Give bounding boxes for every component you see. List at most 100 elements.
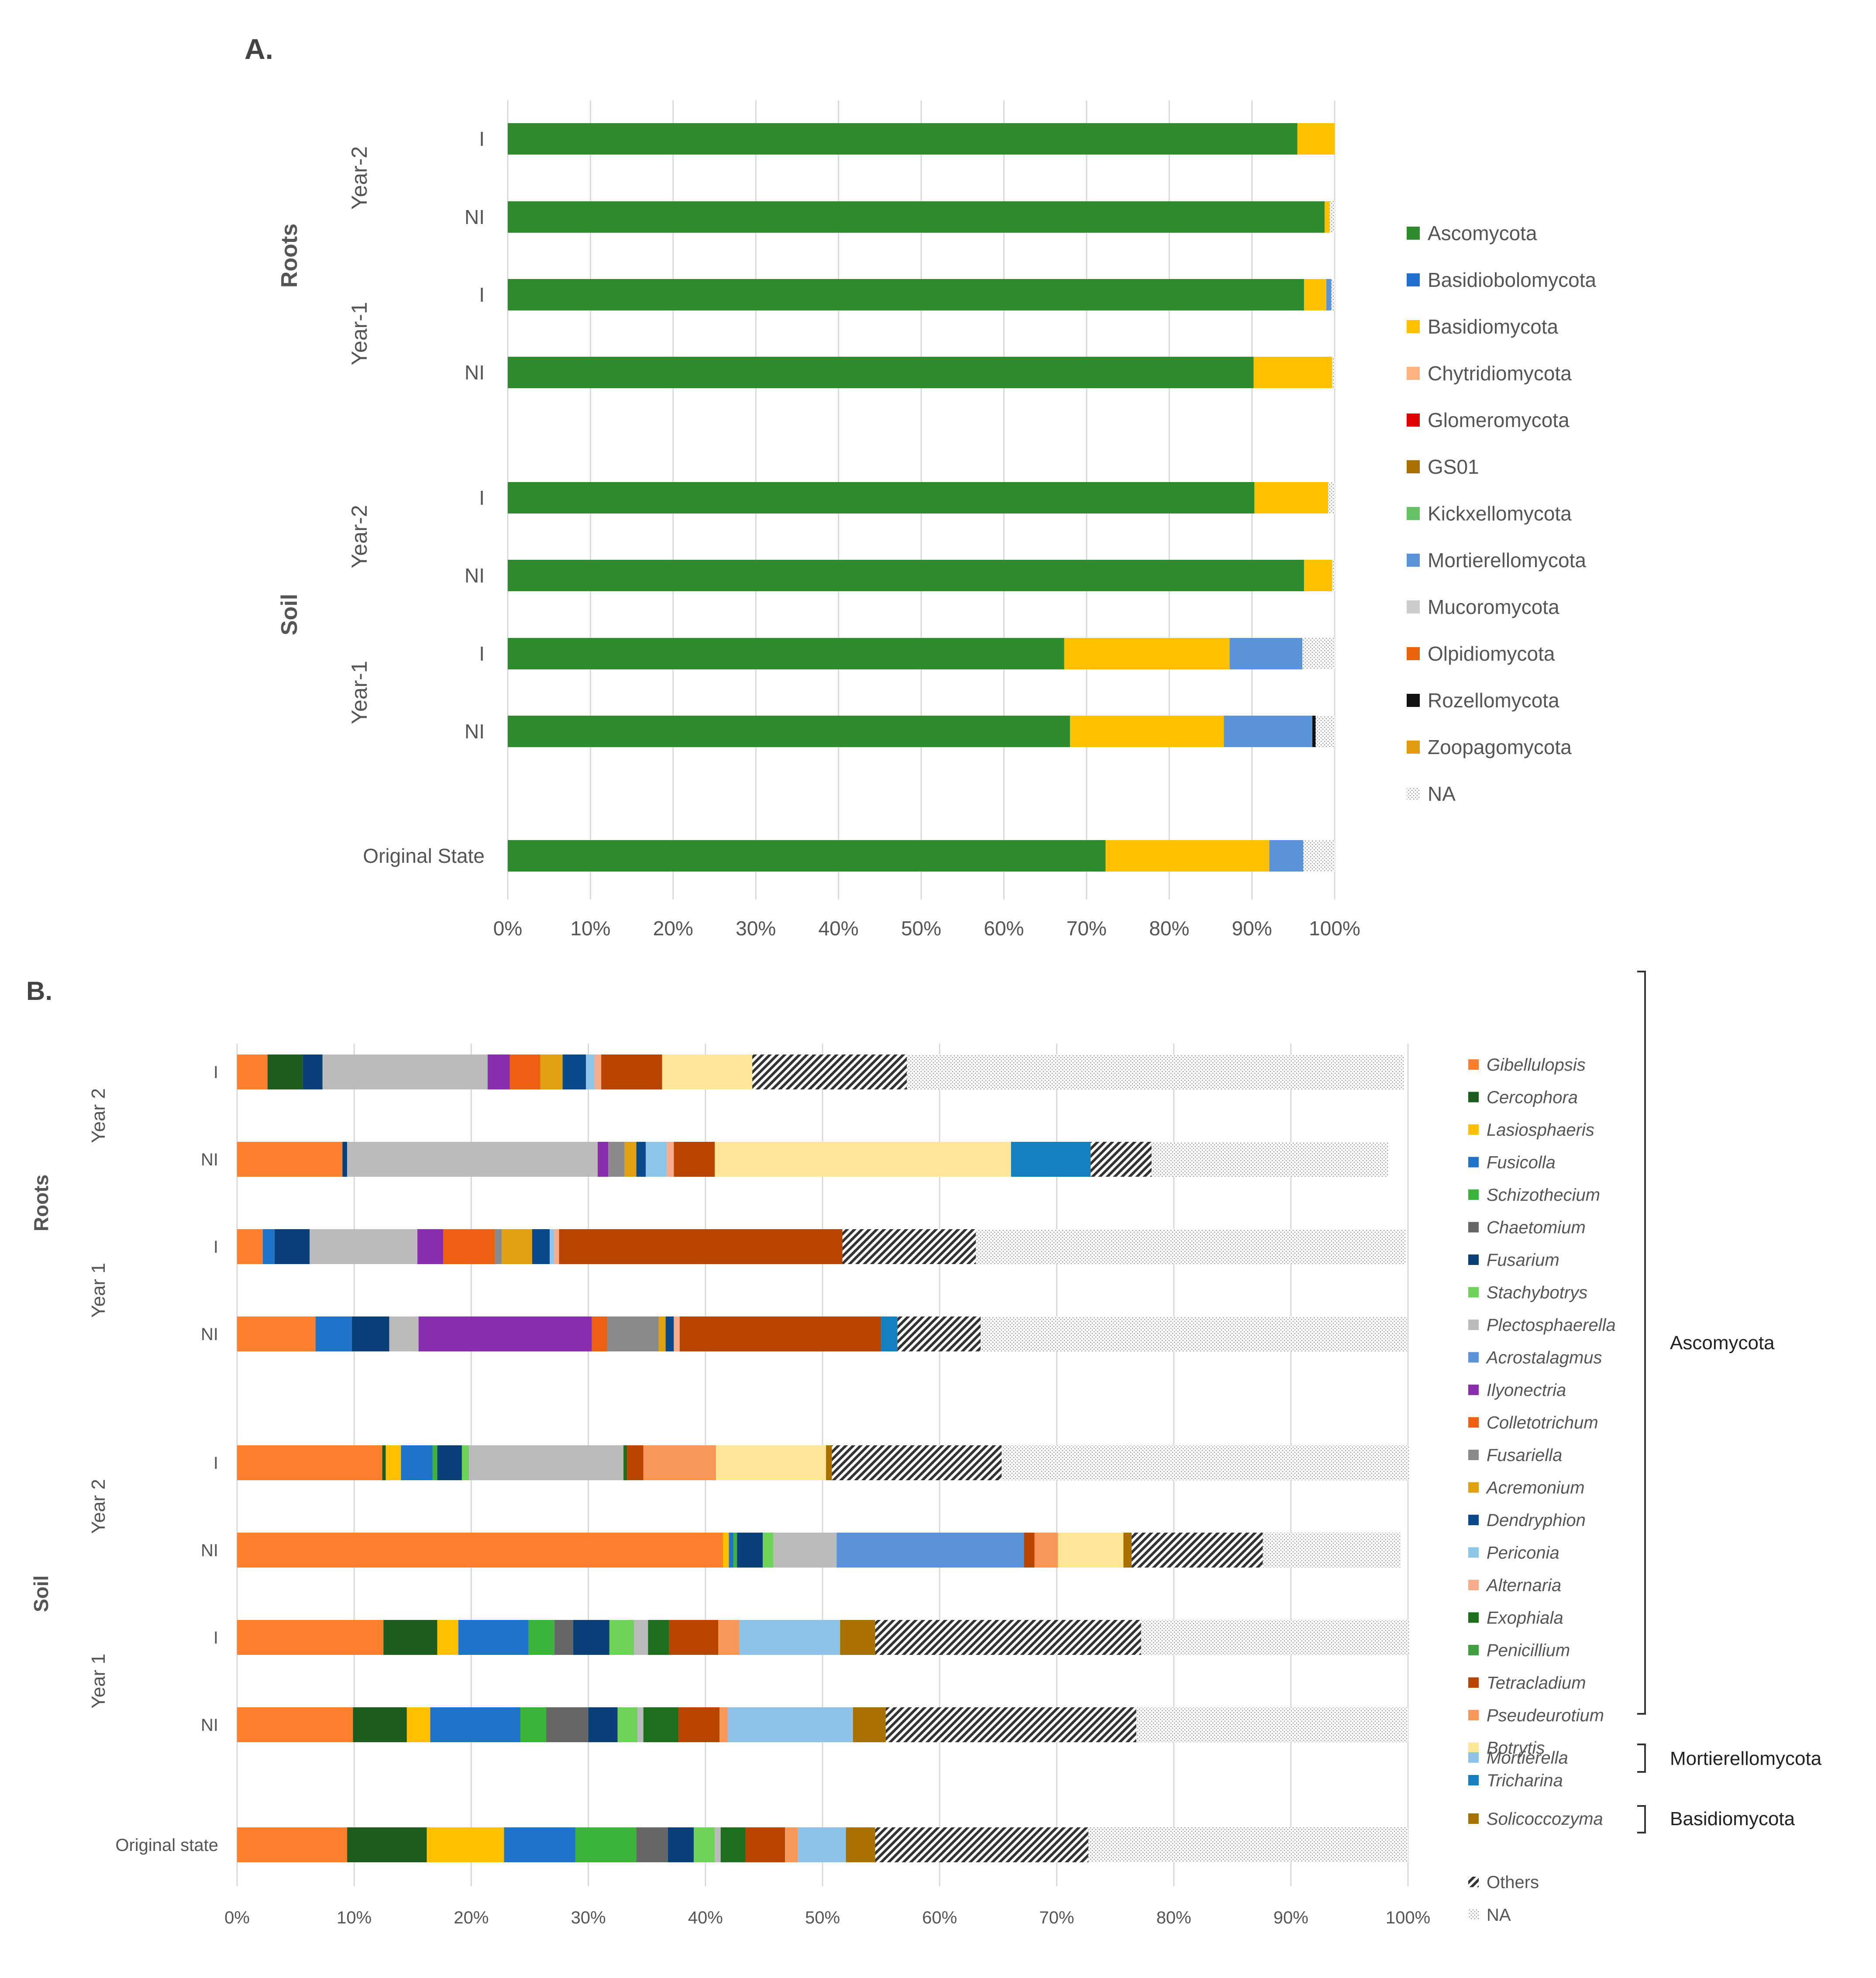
legend-label-na: NA [1487, 1906, 1511, 1925]
bar-segment-fusarium [588, 1707, 618, 1742]
x-tick-label: 0% [493, 917, 522, 940]
group-label: Roots [277, 224, 302, 288]
legend-swatch-alternaria [1468, 1580, 1479, 1590]
legend-swatch-basidiomycota [1407, 320, 1420, 333]
bar-segment-tricharina [1011, 1142, 1091, 1177]
bar-segment-cercophora [267, 1054, 303, 1089]
bar-segment-na [1328, 482, 1335, 513]
bar-segment-ilyonectria [418, 1316, 592, 1351]
phylum-bracket-label: Ascomycota [1670, 1332, 1775, 1354]
legend-swatch-rozellomycota [1407, 694, 1420, 707]
bar-segment-pseudeurotium [1034, 1533, 1058, 1568]
x-tick-label: 100% [1309, 917, 1360, 940]
bar-segment-mortierella [798, 1827, 846, 1862]
panel-a-bars [508, 123, 1335, 872]
panel-a-legend: Ascomycota Basidiobolomycota Basidiomycota… [1407, 222, 1597, 805]
row-label-i: I [213, 1063, 218, 1082]
bar-segment-solicoccozyma [840, 1620, 875, 1655]
bar-segment-gibellulopsis [237, 1316, 316, 1351]
bar-segment-gibellulopsis [237, 1620, 384, 1655]
legend-label-mortierella: Mortierella [1487, 1748, 1568, 1768]
bar-segment-stachybotrys [763, 1533, 774, 1568]
x-tick-label: 40% [688, 1908, 723, 1927]
bar-segment-basidiomycota [1070, 716, 1224, 747]
bar-segment-fusariella [495, 1229, 502, 1264]
x-tick-label: 10% [337, 1908, 372, 1927]
bar-segment-na [1329, 201, 1335, 233]
year-label: Year-1 [347, 302, 372, 365]
bar-segment-na [1332, 357, 1335, 388]
legend-swatch-penicillium [1468, 1645, 1479, 1655]
bar-segment-cercophora [383, 1620, 437, 1655]
bar-segment-fusicolla [315, 1316, 352, 1351]
legend-swatch-mortierellomycota [1407, 554, 1420, 567]
legend-swatch-acrostalagmus [1468, 1352, 1479, 1363]
bar-segment-dendryphion [532, 1229, 550, 1264]
bar-segment-dendryphion [562, 1054, 586, 1089]
bar-segment-mortierellomycota [1229, 638, 1303, 669]
row-label-i: I [213, 1454, 218, 1473]
legend-label-rozellomycota: Rozellomycota [1428, 689, 1559, 712]
legend-label-dendryphion: Dendryphion [1487, 1511, 1586, 1530]
bar-segment-stachybotrys [617, 1707, 638, 1742]
bar-segment-exophiala [643, 1707, 679, 1742]
bar-segment-others [1091, 1142, 1152, 1177]
legend-swatch-ascomycota [1407, 227, 1420, 240]
bar-segment-fusicolla [729, 1533, 734, 1568]
bar-segment-tetracladium [1024, 1533, 1035, 1568]
x-tick-label: 30% [736, 917, 776, 940]
legend-swatch-na [1407, 787, 1420, 800]
bar-segment-lasiosphaeris [406, 1707, 430, 1742]
bar-segment-mortierella [739, 1620, 840, 1655]
bar-segment-botrytis [715, 1142, 1011, 1177]
row-label-ni: NI [201, 1541, 218, 1560]
bar-segment-exophiala [648, 1620, 669, 1655]
legend-swatch-ilyonectria [1468, 1385, 1479, 1395]
bar-segment-fusarium [573, 1620, 609, 1655]
row-label-ni: NI [465, 206, 485, 228]
panel-a-label: A. [244, 33, 273, 65]
legend-swatch-fusicolla [1468, 1157, 1479, 1168]
legend-swatch-schizothecium [1468, 1189, 1479, 1200]
bar-segment-botrytis [1058, 1533, 1124, 1568]
bar-segment-dendryphion [665, 1316, 674, 1351]
x-tick-label: 60% [984, 917, 1024, 940]
row-label-ni: NI [465, 720, 485, 743]
bar-segment-fusarium [274, 1229, 310, 1264]
x-tick-label: 70% [1067, 917, 1107, 940]
legend-label-periconia: Periconia [1487, 1544, 1559, 1563]
bar-segment-colletotrichum [509, 1054, 540, 1089]
legend-swatch-olpidiomycota [1407, 647, 1420, 660]
bar-segment-tetracladium [679, 1316, 881, 1351]
year-label: Year 1 [88, 1263, 109, 1318]
year-label: Year 1 [88, 1654, 109, 1709]
bar-segment-fusicolla [504, 1827, 576, 1862]
legend-swatch-tetracladium [1468, 1677, 1479, 1688]
bar-segment-fusarium [303, 1054, 323, 1089]
legend-label-schizothecium: Schizothecium [1487, 1185, 1600, 1205]
bar-segment-fusicolla [458, 1620, 529, 1655]
bar-segment-fusicolla [263, 1229, 275, 1264]
bar-segment-na [1315, 716, 1335, 747]
bar-segment-alternaria [667, 1142, 674, 1177]
bar-segment-dendryphion [636, 1142, 646, 1177]
panel-b-phylum-brackets: Ascomycota Mortierellomycota Basidiomycota [1637, 971, 1822, 1833]
legend-swatch-fusarium [1468, 1254, 1479, 1265]
bar-segment-solicoccozyma [853, 1707, 886, 1742]
legend-swatch-exophiala [1468, 1612, 1479, 1623]
bar-segment-colletotrichum [592, 1316, 607, 1351]
row-label-ni: NI [201, 1716, 218, 1735]
x-tick-label: 80% [1149, 917, 1189, 940]
bar-segment-tetracladium [745, 1827, 785, 1862]
bar-segment-mortierellomycota [1224, 716, 1312, 747]
bar-segment-na [907, 1054, 1404, 1089]
legend-swatch-botrytis [1468, 1742, 1479, 1753]
legend-swatch-chytridiomycota [1407, 367, 1420, 380]
bar-segment-tetracladium [669, 1620, 719, 1655]
bar-segment-plectosphaerella [310, 1229, 418, 1264]
bar-segment-basidiomycota [1105, 840, 1270, 872]
bar-segment-periconia [586, 1054, 595, 1089]
bar-segment-ilyonectria [598, 1142, 609, 1177]
x-tick-label: 90% [1232, 917, 1272, 940]
bar-segment-others [875, 1620, 1141, 1655]
